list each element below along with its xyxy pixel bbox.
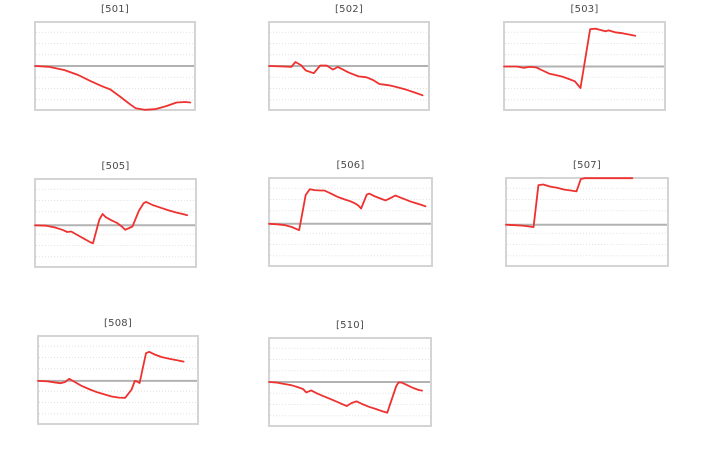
data-line [268, 188, 427, 231]
plot-border [268, 177, 433, 267]
chart-title-503: [503] [570, 4, 599, 15]
data-line [503, 27, 637, 89]
chart-cell-507: [507] [505, 159, 669, 267]
data-line [37, 350, 185, 399]
plot-border [34, 178, 197, 268]
chart-title-510: [510] [336, 320, 364, 331]
sparkline-508 [37, 335, 199, 425]
chart-cell-501: [501] [34, 3, 196, 111]
chart-title-505: [505] [101, 161, 130, 172]
sparkline-502 [268, 21, 430, 111]
chart-title-506: [506] [336, 160, 365, 171]
sparkline-507 [505, 177, 669, 267]
data-line [505, 177, 634, 228]
data-line [34, 65, 192, 111]
chart-title-501: [501] [101, 4, 129, 15]
chart-title-508: [508] [104, 318, 132, 329]
sparkline-510 [268, 337, 432, 427]
chart-cell-503: [503] [503, 3, 666, 111]
chart-cell-502: [502] [268, 3, 430, 111]
sparkline-505 [34, 178, 197, 268]
chart-title-507: [507] [573, 160, 601, 171]
data-line [34, 200, 189, 245]
chart-cell-508: [508] [37, 317, 199, 425]
chart-cell-506: [506] [268, 159, 433, 267]
data-line [268, 381, 423, 414]
plot-border [37, 335, 199, 425]
sparkline-503 [503, 21, 666, 111]
chart-title-502: [502] [335, 4, 363, 15]
chart-cell-510: [510] [268, 319, 432, 427]
chart-cell-505: [505] [34, 160, 197, 268]
data-line [268, 61, 424, 97]
sparkline-501 [34, 21, 196, 111]
sparkline-506 [268, 177, 433, 267]
